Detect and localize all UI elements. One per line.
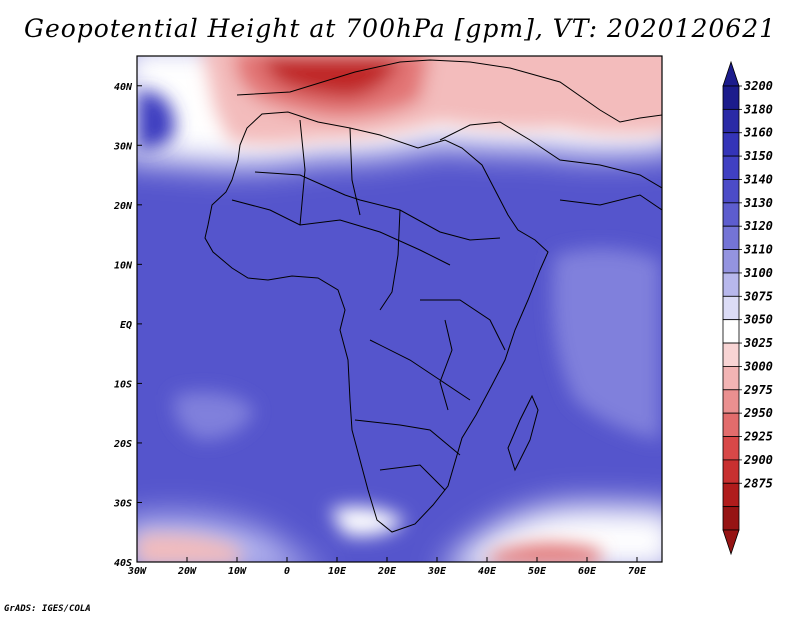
grads-credit: GrADS: IGES/COLA	[4, 604, 91, 614]
colorbar-segment	[722, 225, 740, 250]
geopotential-field	[137, 56, 662, 562]
colorbar-bottom-arrow	[722, 529, 740, 556]
lon-tick-label: 20W	[177, 566, 197, 577]
lat-tick-label: 30N	[113, 141, 133, 152]
colorbar-segment	[722, 272, 740, 297]
colorbar-label: 2875	[743, 476, 773, 490]
colorbar-segment	[722, 319, 740, 344]
colorbar-label: 3200	[743, 79, 773, 93]
colorbar: 3200 3180 3160 3150 3140 3130 3120 3110 3100 3075…	[722, 60, 773, 556]
colorbar-segment	[722, 412, 740, 437]
colorbar-label: 2900	[743, 453, 773, 467]
colorbar-segment	[722, 202, 740, 227]
lon-tick-label: 70E	[628, 566, 647, 577]
lat-tick-label: 10S	[114, 379, 132, 390]
lon-tick-label: 0	[284, 566, 290, 577]
lat-tick-label: 40N	[114, 82, 133, 93]
colorbar-label: 2950	[743, 406, 773, 420]
colorbar-segment	[722, 155, 740, 180]
colorbar-segment	[722, 108, 740, 134]
colorbar-segment	[722, 249, 740, 274]
lat-tick-label: 20S	[113, 439, 132, 450]
longitude-axis: 30W 20W 10W 0 10E 20E 30E 40E 50E 60E 70E	[127, 557, 647, 577]
colorbar-label: 3160	[743, 126, 773, 140]
colorbar-segment	[722, 389, 740, 414]
colorbar-segment	[722, 436, 740, 461]
lon-tick-label: 10W	[228, 566, 247, 577]
map-title: Geopotential Height at 700hPa [gpm], VT:…	[23, 14, 777, 43]
colorbar-label: 3075	[743, 289, 773, 303]
colorbar-label: 3110	[743, 243, 773, 257]
colorbar-segment	[722, 85, 740, 110]
colorbar-segment	[722, 459, 740, 484]
colorbar-segment	[722, 482, 740, 508]
lon-tick-label: 60E	[578, 566, 597, 577]
latitude-axis: 40N 30N 20N 10N EQ 10S 20S 30S 40S	[113, 82, 142, 569]
colorbar-label: 3130	[743, 196, 773, 210]
colorbar-label: 3150	[743, 149, 773, 163]
colorbar-segment	[722, 366, 740, 391]
colorbar-segment	[722, 342, 740, 367]
colorbar-label: 3180	[743, 102, 773, 116]
lon-tick-label: 10E	[328, 566, 347, 577]
lat-tick-label: 20N	[113, 201, 133, 212]
lon-tick-label: 30E	[427, 566, 447, 577]
colorbar-label: 3025	[743, 336, 773, 350]
coastlines	[204, 59, 662, 533]
lat-tick-label: 10N	[114, 260, 133, 271]
colorbar-label: 3050	[743, 313, 773, 327]
lat-tick-label: 30S	[113, 498, 132, 509]
lon-tick-label: 20E	[377, 566, 397, 577]
colorbar-segment	[722, 295, 740, 321]
colorbar-segment	[722, 179, 740, 204]
colorbar-label: 3000	[743, 359, 773, 373]
colorbar-label: 3140	[743, 172, 773, 186]
lon-tick-label: 50E	[528, 566, 547, 577]
colorbar-top-arrow	[722, 60, 740, 87]
lat-tick-label: EQ	[120, 320, 132, 331]
colorbar-label: 3100	[743, 266, 773, 280]
colorbar-label: 2925	[743, 430, 773, 444]
colorbar-segment	[722, 506, 740, 531]
plot-frame	[136, 55, 663, 563]
colorbar-segment	[722, 132, 740, 157]
lat-tick-label: 40S	[114, 558, 132, 569]
lon-tick-label: 30W	[127, 566, 147, 577]
colorbar-label: 2975	[743, 383, 773, 397]
lon-tick-label: 40E	[478, 566, 497, 577]
colorbar-label: 3120	[743, 219, 773, 233]
